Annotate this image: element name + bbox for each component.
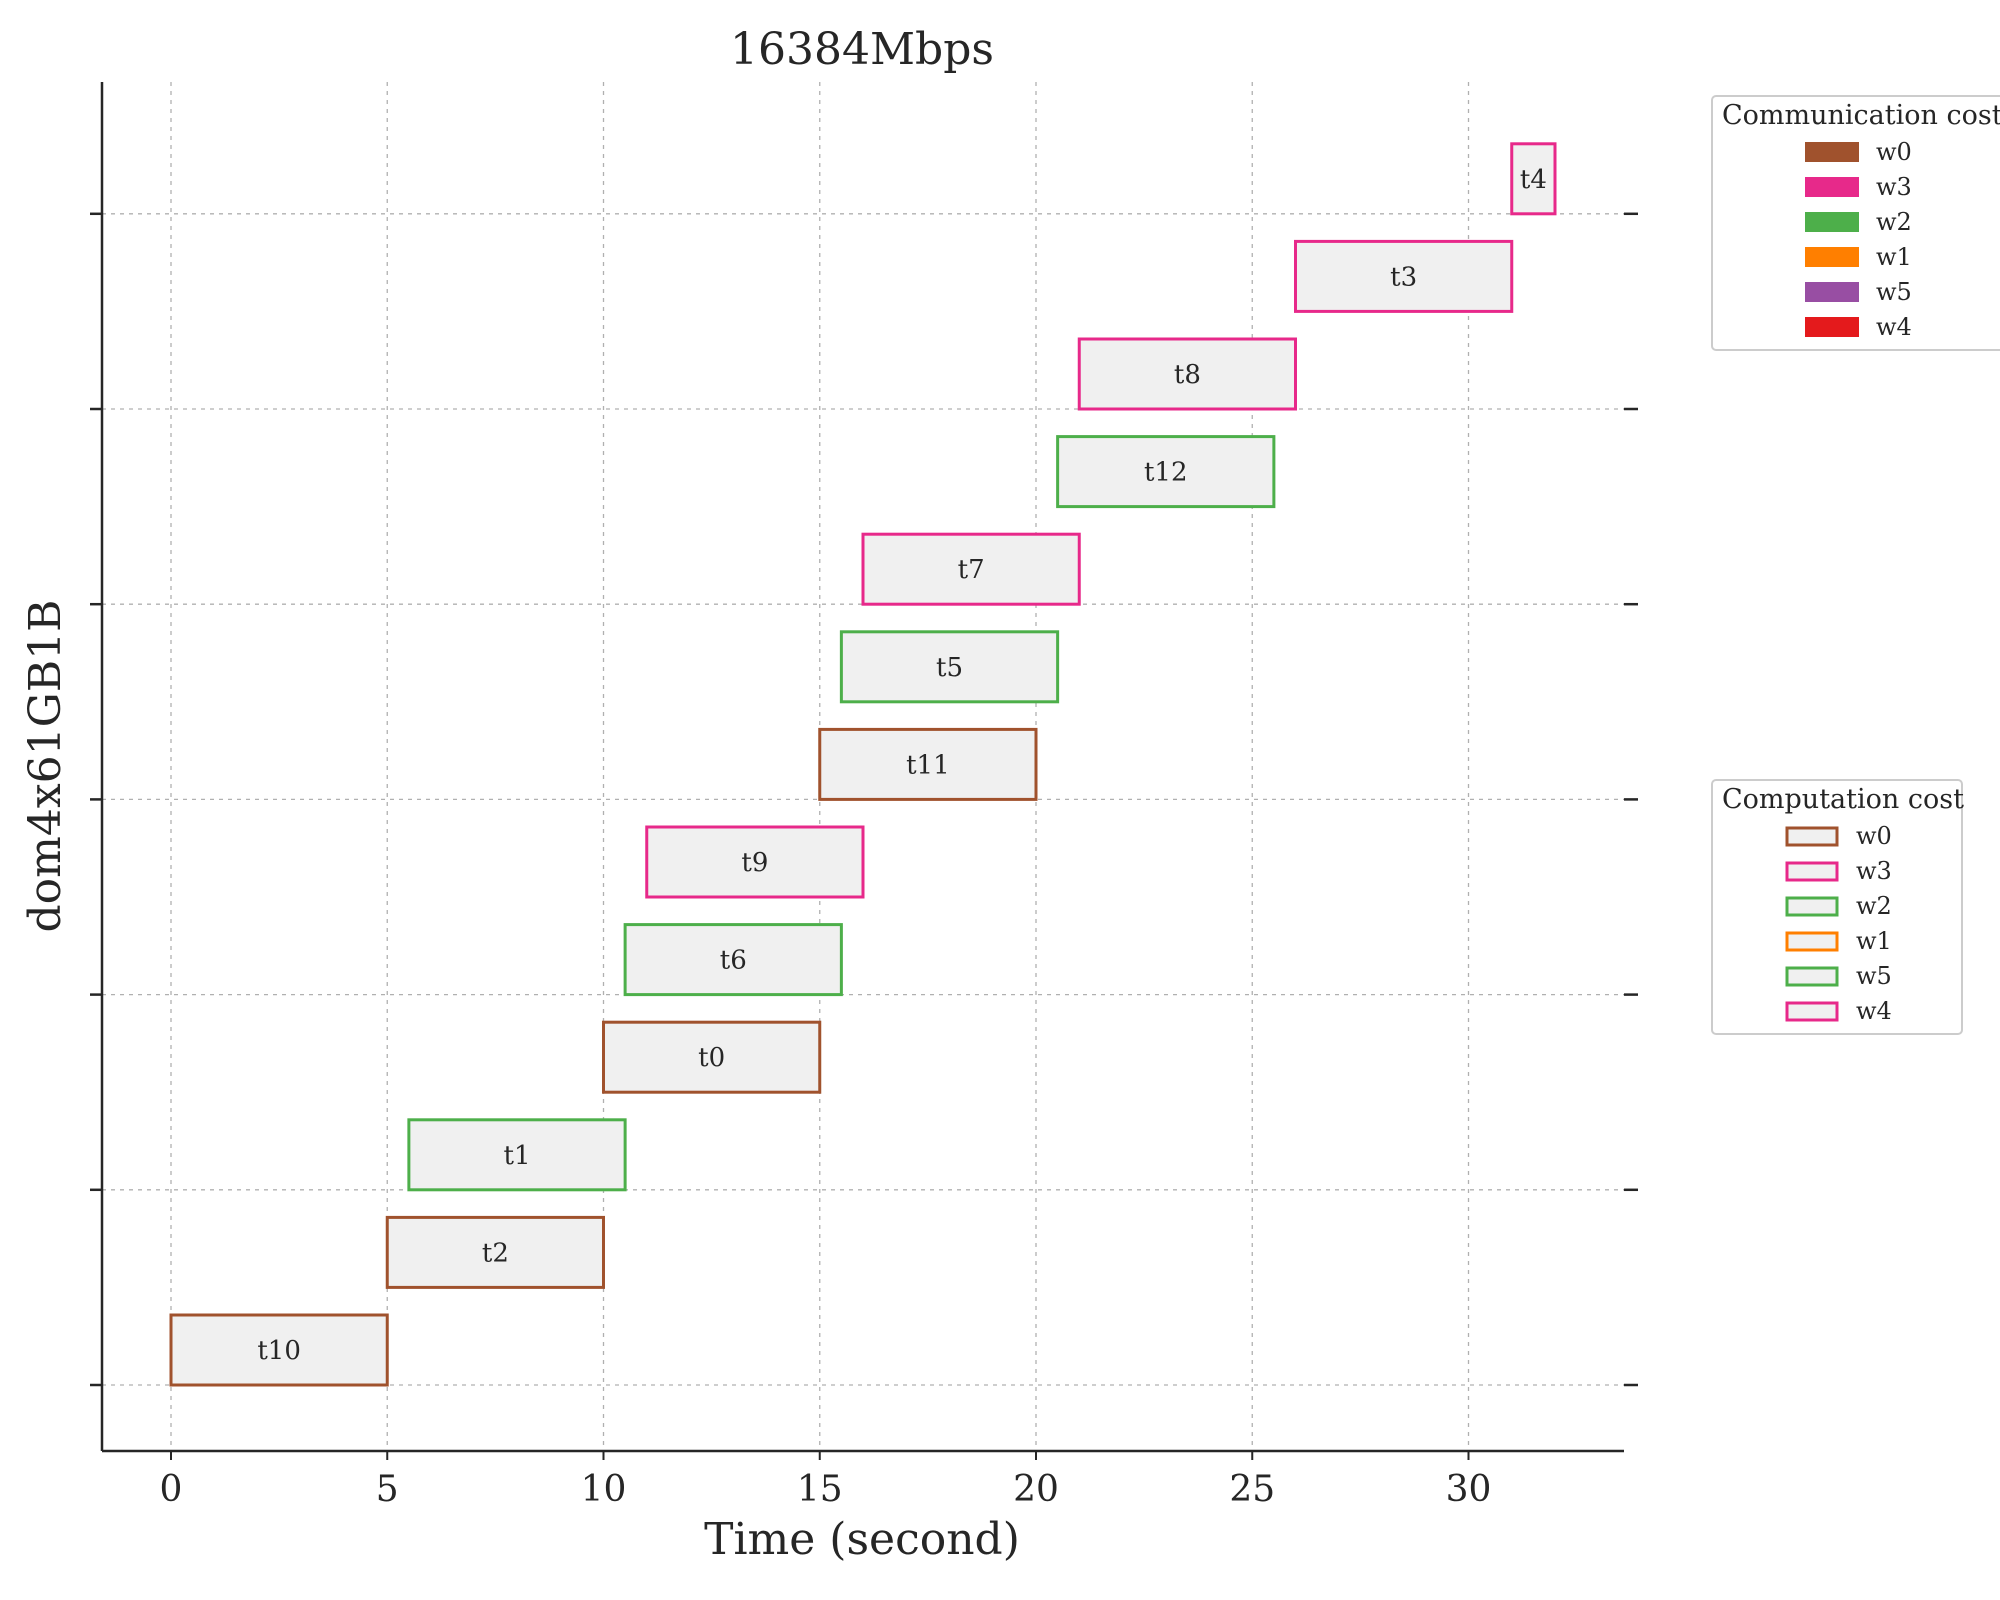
task-bar-rect: [861, 532, 1081, 606]
task-bar-label: t5: [936, 653, 963, 683]
legend-swatch: [1805, 177, 1859, 197]
task-bar-label: t9: [741, 848, 768, 878]
legend-swatch: [1805, 282, 1859, 302]
legend-swatch: [1785, 1001, 1839, 1022]
legend-swatch: [1805, 212, 1859, 232]
task-bar-t11: t11: [818, 727, 1038, 801]
task-bar-t7: t7: [861, 532, 1081, 606]
x-tick-label: 30: [1446, 1469, 1492, 1510]
legend-swatch: [1785, 861, 1839, 882]
task-bar-t12: t12: [1056, 435, 1276, 509]
task-bar-label: t4: [1520, 165, 1547, 195]
task-bar-t4: t4: [1510, 142, 1557, 216]
legend-computation-cost: Computation cost w0 w3 w2 w1 w5 w4: [1711, 779, 1964, 1035]
legend-swatch: [1805, 247, 1859, 267]
task-bar-rect: [818, 727, 1038, 801]
legends: Communication costw0w3w2w1w5w4Computatio…: [1711, 95, 2000, 1035]
task-bar-rect: [407, 1118, 627, 1192]
legend-entry-label: w2: [1876, 208, 1912, 236]
legend-entry-label: w0: [1856, 822, 1892, 850]
task-bar-t10: t10: [169, 1313, 389, 1387]
task-bar-t3: t3: [1294, 239, 1514, 313]
task-bar-t2: t2: [385, 1215, 605, 1289]
task-bar-t6: t6: [623, 923, 843, 997]
legend-entry-label: w0: [1876, 138, 1912, 166]
task-bar-rect: [1510, 142, 1557, 216]
legend-entry-label: w3: [1876, 173, 1912, 201]
task-bar-label: t11: [906, 750, 950, 780]
task-bar-rect: [602, 1020, 822, 1094]
task-bar-rect: [623, 923, 843, 997]
legend-entry-label: w4: [1856, 997, 1892, 1025]
task-bar-label: t12: [1144, 458, 1188, 488]
legend-entry-label: w1: [1876, 243, 1912, 271]
task-bar-label: t7: [958, 555, 985, 585]
task-bar-label: t1: [504, 1141, 531, 1171]
task-bar-t5: t5: [839, 630, 1060, 704]
task-bar-rect: [645, 825, 865, 899]
task-bar-label: t3: [1390, 262, 1417, 292]
task-bar-t8: t8: [1077, 337, 1297, 411]
x-tick-label: 0: [160, 1469, 183, 1510]
task-bars: t10 t2 t1 t0 t6 t9 t11 t5 t7 t12 t8 t3 t4: [169, 142, 1557, 1387]
chart-title: 16384Mbps: [730, 24, 994, 75]
task-bar-label: t6: [720, 946, 747, 976]
x-tick-label: 25: [1229, 1469, 1275, 1510]
task-bar-rect: [385, 1215, 605, 1289]
x-tick-label: 5: [376, 1469, 399, 1510]
task-bar-rect: [1294, 239, 1514, 313]
task-bar-t9: t9: [645, 825, 865, 899]
legend-swatch: [1785, 896, 1839, 917]
task-bar-rect: [1056, 435, 1276, 509]
legend-swatch: [1785, 966, 1839, 987]
x-tick-label: 20: [1013, 1469, 1059, 1510]
legend-entry-label: w4: [1876, 313, 1912, 341]
task-bar-t0: t0: [602, 1020, 822, 1094]
task-bar-t1: t1: [407, 1118, 627, 1192]
ticks: 0 5 10 15 20 25 30: [90, 212, 1638, 1510]
y-axis-label: dom4x61GB1B: [20, 600, 71, 933]
legend-swatch: [1805, 142, 1859, 162]
legend-entry-label: w1: [1856, 927, 1892, 955]
legend-entry-label: w5: [1876, 278, 1912, 306]
task-bar-label: t2: [482, 1238, 509, 1268]
legend-swatch: [1785, 931, 1839, 952]
legend-swatch: [1805, 317, 1859, 337]
legend-entry-label: w2: [1856, 892, 1892, 920]
task-bar-rect: [169, 1313, 389, 1387]
task-bar-rect: [1077, 337, 1297, 411]
x-tick-label: 15: [797, 1469, 843, 1510]
legend-entry-label: w3: [1856, 857, 1892, 885]
legend-communication-cost: Communication cost w0 w3 w2 w1 w5 w4: [1711, 95, 2000, 351]
task-bar-label: t10: [257, 1336, 301, 1366]
legend-title: Computation cost: [1722, 784, 1964, 815]
legend-title: Communication cost: [1722, 100, 2000, 131]
legend-entry-label: w5: [1856, 962, 1892, 990]
task-bar-rect: [839, 630, 1060, 704]
task-bar-label: t0: [698, 1043, 725, 1073]
legend-swatch: [1785, 826, 1839, 847]
x-axis-label: Time (second): [704, 1514, 1020, 1565]
task-bar-label: t8: [1174, 360, 1201, 390]
axes: [100, 82, 1624, 1453]
x-tick-label: 10: [581, 1469, 627, 1510]
